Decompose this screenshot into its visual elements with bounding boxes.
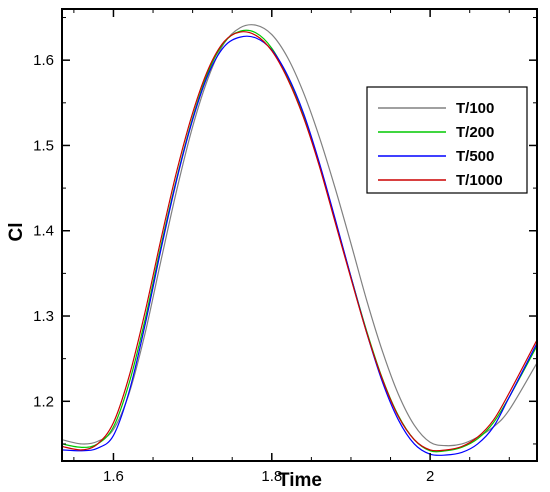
legend-label: T/500	[456, 148, 494, 165]
series-lines	[62, 24, 537, 457]
y-axis-title: Cl	[6, 223, 27, 242]
series-line-3	[62, 35, 537, 457]
x-tick-label: 1.6	[103, 468, 124, 485]
y-axis-ticks: 1.2 1.3 1.4 1.5 1.6	[33, 17, 537, 445]
y-tick-label: 1.3	[33, 308, 54, 325]
y-tick-label: 1.6	[33, 52, 54, 69]
legend-label: T/100	[456, 100, 494, 117]
legend-box	[366, 86, 528, 194]
legend-label: T/1000	[456, 172, 503, 189]
y-tick-label: 1.2	[33, 393, 54, 410]
legend: T/100 T/200 T/500 T/1000	[366, 86, 528, 194]
series-line-2	[62, 29, 537, 453]
x-tick-label: 2	[426, 468, 434, 485]
y-tick-label: 1.4	[33, 223, 54, 240]
y-tick-label: 1.5	[33, 137, 54, 154]
series-line-4	[62, 31, 537, 452]
x-axis-ticks: 1.6 1.8 2	[73, 9, 510, 485]
plot-frame	[61, 8, 538, 462]
series-line-1	[62, 24, 537, 447]
x-tick-label: 1.8	[261, 468, 282, 485]
x-axis-title: Time	[278, 470, 322, 491]
legend-label: T/200	[456, 124, 494, 141]
